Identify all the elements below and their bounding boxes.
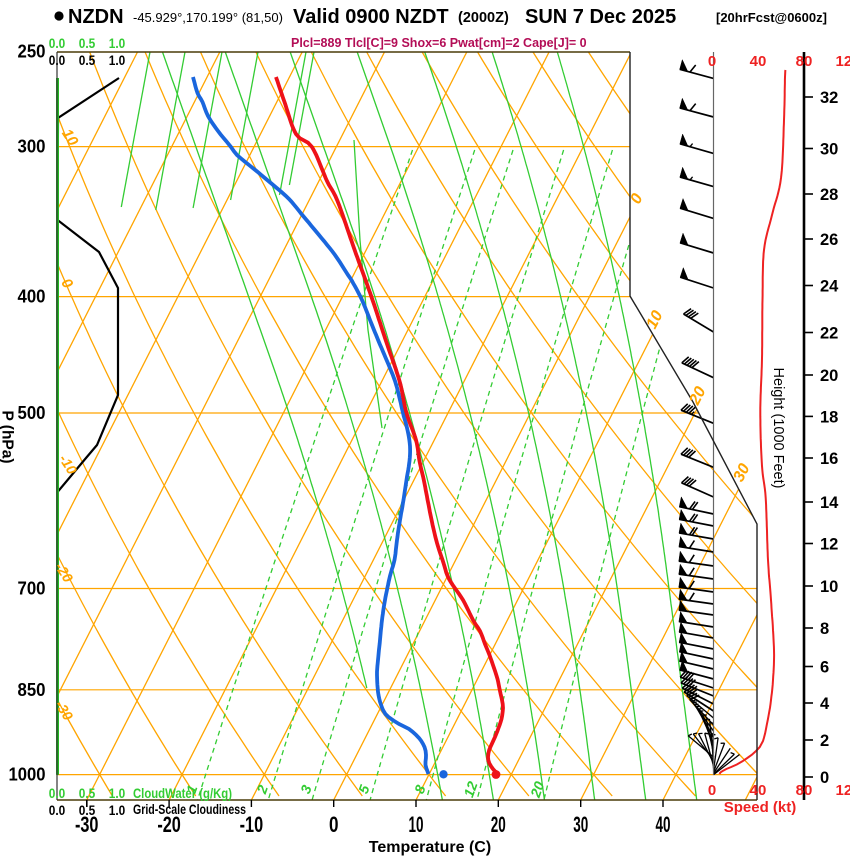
svg-text:12: 12 <box>820 536 838 554</box>
svg-text:1.0: 1.0 <box>109 35 126 51</box>
svg-text:(2000Z): (2000Z) <box>458 10 509 26</box>
svg-text:10: 10 <box>820 578 838 596</box>
svg-text:-10: -10 <box>240 812 264 837</box>
svg-text:26: 26 <box>820 231 838 249</box>
svg-text:30: 30 <box>573 812 588 837</box>
svg-text:120: 120 <box>835 53 850 70</box>
svg-text:250: 250 <box>18 42 46 62</box>
svg-text:0: 0 <box>708 53 716 70</box>
svg-text:0.5: 0.5 <box>79 785 96 801</box>
svg-text:NZDN: NZDN <box>68 6 124 28</box>
svg-text:-30: -30 <box>75 812 99 837</box>
svg-text:Valid 0900 NZDT: Valid 0900 NZDT <box>293 6 449 28</box>
svg-text:0.0: 0.0 <box>49 785 66 801</box>
svg-text:6: 6 <box>820 659 829 677</box>
svg-text:22: 22 <box>820 325 838 343</box>
svg-text:850: 850 <box>18 680 46 700</box>
svg-text:P (hPa): P (hPa) <box>0 410 16 463</box>
svg-text:80: 80 <box>796 53 813 70</box>
svg-text:SUN 7 Dec 2025: SUN 7 Dec 2025 <box>525 6 676 28</box>
svg-text:1000: 1000 <box>9 765 46 785</box>
svg-text:14: 14 <box>820 494 839 512</box>
svg-text:0.5: 0.5 <box>79 52 96 68</box>
svg-text:-20: -20 <box>157 812 181 837</box>
svg-text:20: 20 <box>820 367 838 385</box>
svg-text:10: 10 <box>643 308 666 332</box>
svg-text:0.5: 0.5 <box>79 35 96 51</box>
svg-text:20: 20 <box>686 384 710 409</box>
svg-text:20: 20 <box>527 779 548 800</box>
svg-text:CloudWater (g/Kg): CloudWater (g/Kg) <box>133 786 232 801</box>
svg-text:0.0: 0.0 <box>49 35 66 51</box>
svg-text:40: 40 <box>750 782 767 799</box>
svg-text:Grid-Scale Cloudiness: Grid-Scale Cloudiness <box>133 802 246 817</box>
svg-text:0.0: 0.0 <box>49 52 66 68</box>
svg-text:120: 120 <box>835 782 850 799</box>
svg-text:4: 4 <box>820 695 830 713</box>
svg-text:0: 0 <box>820 769 829 787</box>
svg-text:400: 400 <box>18 287 46 307</box>
svg-text:0: 0 <box>329 812 339 837</box>
svg-text:0.5: 0.5 <box>79 802 96 818</box>
svg-text:300: 300 <box>18 137 46 157</box>
svg-text:24: 24 <box>820 278 839 296</box>
svg-text:30: 30 <box>820 141 838 159</box>
svg-text:[20hrFcst@0600z]: [20hrFcst@0600z] <box>716 10 827 25</box>
svg-text:40: 40 <box>656 812 671 837</box>
svg-text:80: 80 <box>796 782 813 799</box>
svg-text:Height (1000 Feet): Height (1000 Feet) <box>770 368 786 489</box>
svg-text:500: 500 <box>18 403 46 423</box>
svg-text:Temperature (C): Temperature (C) <box>369 839 491 856</box>
svg-text:0: 0 <box>708 782 716 799</box>
svg-text:40: 40 <box>750 53 767 70</box>
svg-text:32: 32 <box>820 89 838 107</box>
svg-text:2: 2 <box>820 732 829 750</box>
svg-text:-45.929°,170.199° (81,50): -45.929°,170.199° (81,50) <box>133 10 283 25</box>
svg-text:Speed (kt): Speed (kt) <box>724 799 797 816</box>
svg-text:16: 16 <box>820 450 838 468</box>
svg-text:0.0: 0.0 <box>49 802 66 818</box>
svg-text:700: 700 <box>18 579 46 599</box>
svg-text:18: 18 <box>820 408 838 426</box>
svg-text:30: 30 <box>730 461 753 485</box>
svg-text:1.0: 1.0 <box>109 52 126 68</box>
svg-text:8: 8 <box>820 620 829 638</box>
svg-text:28: 28 <box>820 186 838 204</box>
svg-text:1.0: 1.0 <box>109 802 126 818</box>
svg-text:10: 10 <box>409 812 424 837</box>
svg-text:20: 20 <box>491 812 506 837</box>
svg-text:Plcl=889 Tlcl[C]=9 Shox=6 Pwat: Plcl=889 Tlcl[C]=9 Shox=6 Pwat[cm]=2 Cap… <box>291 36 587 50</box>
svg-text:12: 12 <box>460 779 480 799</box>
svg-text:1.0: 1.0 <box>109 785 126 801</box>
